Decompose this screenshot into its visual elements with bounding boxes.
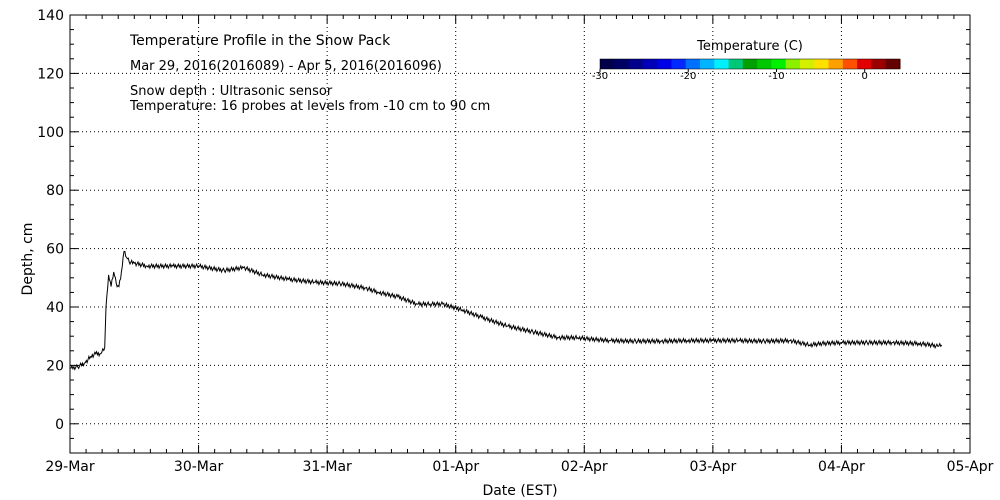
colorbar-segment: [885, 59, 901, 69]
chart-title: Temperature Profile in the Snow Pack: [129, 33, 391, 49]
y-tick-label: 80: [46, 183, 64, 199]
note-snow-depth: Snow depth : Ultrasonic sensor: [130, 84, 333, 99]
x-axis-label: Date (EST): [482, 483, 557, 499]
colorbar-segment: [628, 59, 644, 69]
colorbar-segment: [685, 59, 701, 69]
colorbar-segment: [828, 59, 844, 69]
colorbar-tick-label: -10: [768, 71, 784, 82]
colorbar-segment: [614, 59, 630, 69]
x-tick-label: 30-Mar: [174, 459, 224, 475]
x-tick-label: 03-Apr: [689, 459, 736, 475]
x-tick-labels: 29-Mar 30-Mar 31-Mar 01-Apr 02-Apr 03-Apr 04-A…: [45, 459, 993, 475]
colorbar-segment: [814, 59, 830, 69]
x-tick-label: 29-Mar: [45, 459, 95, 475]
colorbar-border: [599, 58, 901, 70]
y-tick-label: 100: [37, 125, 64, 141]
date-range: Mar 29, 2016(2016089) - Apr 5, 2016(2016…: [130, 59, 442, 74]
colorbar-tick-labels: -30 -20 -10 0: [592, 69, 868, 82]
colorbar-title: Temperature (C): [696, 39, 803, 54]
colorbar-segment: [771, 59, 787, 69]
y-tick-label: 0: [55, 417, 64, 433]
colorbar-segment: [642, 59, 658, 69]
colorbar-tick-label: -20: [680, 71, 696, 82]
plot-frame: [69, 14, 971, 454]
colorbar-tick-label: 0: [862, 71, 868, 82]
x-tick-label: 05-Apr: [947, 459, 994, 475]
colorbar-segment: [728, 59, 744, 69]
x-tick-label: 02-Apr: [561, 459, 608, 475]
x-tick-label: 31-Mar: [303, 459, 353, 475]
colorbar: [599, 58, 901, 70]
colorbar-tick-label: -30: [592, 71, 608, 82]
y-axis-label: Depth, cm: [20, 223, 36, 296]
colorbar-segment: [785, 59, 801, 69]
x-tick-label: 04-Apr: [818, 459, 865, 475]
colorbar-segment: [857, 59, 872, 69]
colorbar-segment: [842, 59, 858, 69]
y-tick-label: 60: [46, 242, 64, 258]
colorbar-segment: [757, 59, 772, 69]
grid: [70, 15, 970, 453]
snow-depth-line: [69, 250, 943, 371]
colorbar-segment: [714, 59, 730, 69]
colorbar-segment: [600, 59, 615, 69]
colorbar-segment: [671, 59, 687, 69]
y-tick-label: 140: [37, 8, 64, 24]
x-tick-label: 01-Apr: [432, 459, 479, 475]
y-tick-label: 40: [46, 300, 64, 316]
colorbar-segment: [700, 59, 715, 69]
axis-ticks: [69, 14, 971, 454]
colorbar-segment: [742, 59, 758, 69]
y-tick-label: 20: [46, 358, 64, 374]
y-tick-label: 120: [37, 66, 64, 82]
note-temperature: Temperature: 16 probes at levels from -1…: [129, 99, 490, 114]
colorbar-segment: [871, 59, 887, 69]
colorbar-segment: [657, 59, 672, 69]
colorbar-segment: [800, 59, 815, 69]
y-tick-labels: 0 20 40 60 80 100 120 140: [37, 8, 64, 433]
